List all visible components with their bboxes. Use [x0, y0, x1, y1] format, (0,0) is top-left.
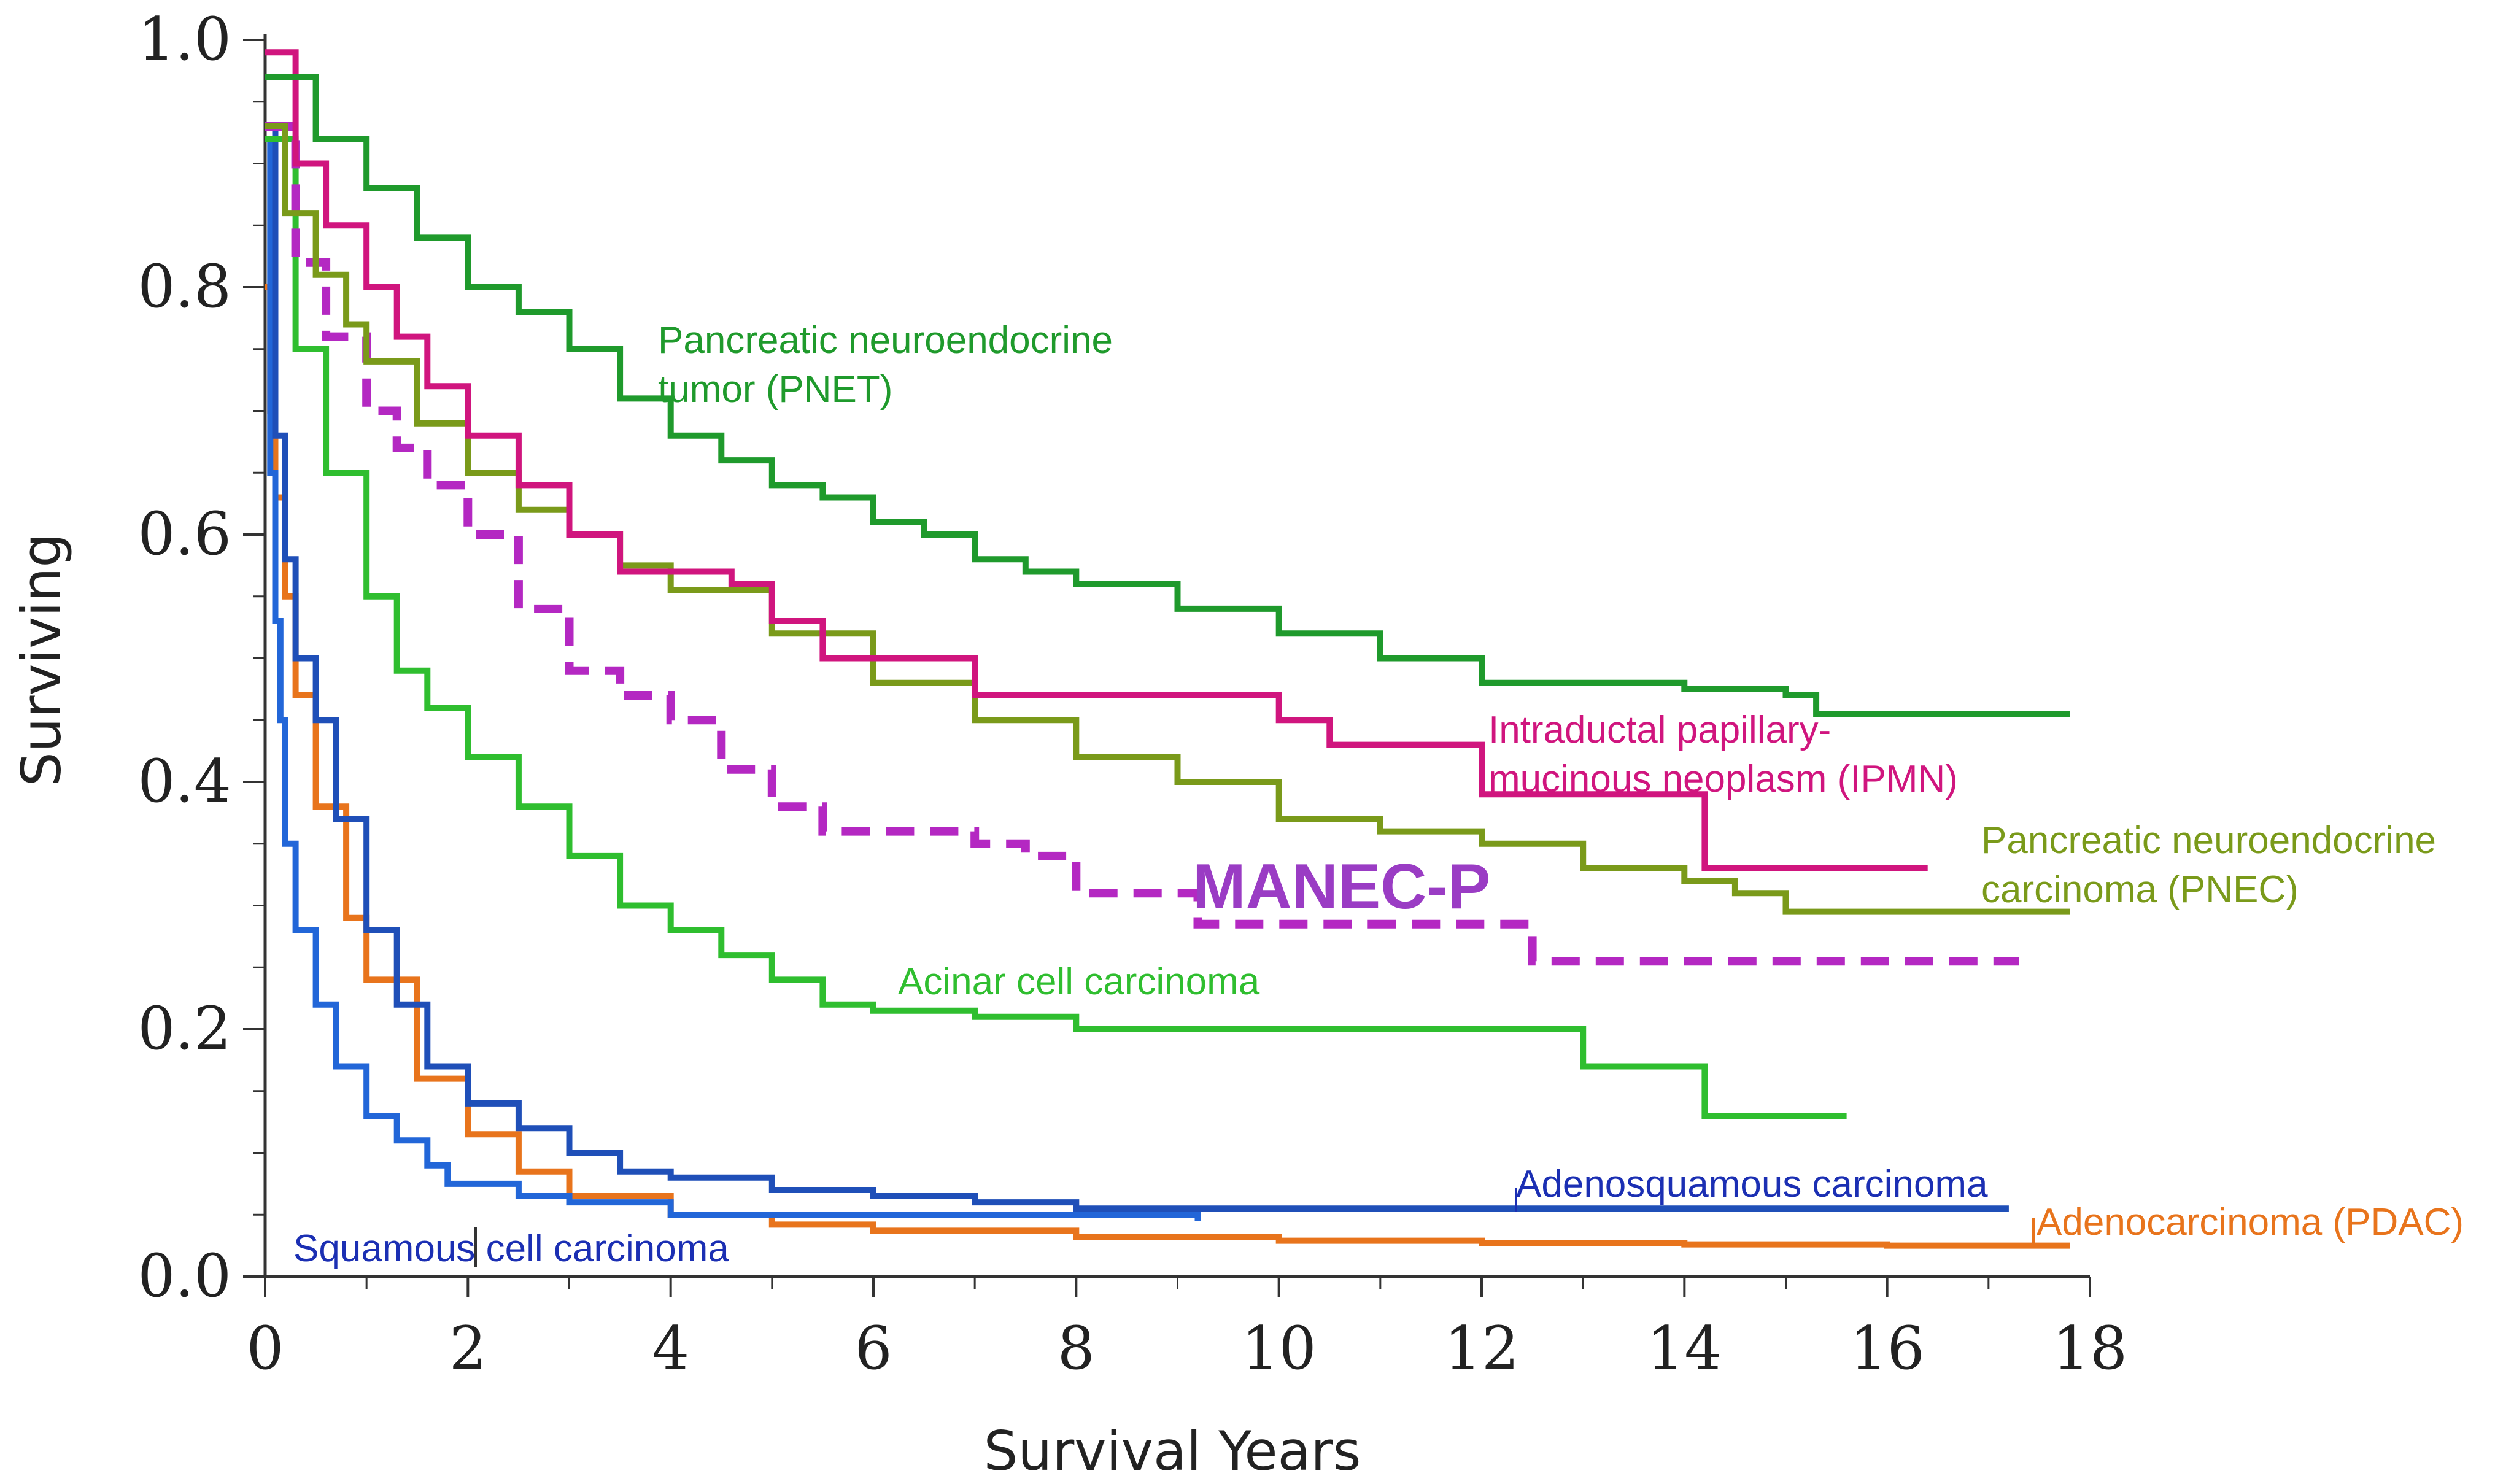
- series-label-line: carcinoma (PNEC): [1981, 868, 2299, 911]
- x-tick-label: 4: [652, 1314, 689, 1383]
- y-tick-label: 1.0: [137, 5, 231, 74]
- series-label-line: Pancreatic neuroendocrine: [658, 319, 1113, 361]
- series-label-adenosquamous: Adenosquamous carcinoma: [1516, 1163, 1988, 1205]
- series-line-adenosquamous: [265, 123, 2009, 1212]
- series-line-pdac: [265, 284, 2070, 1249]
- series-label-pnec: Pancreatic neuroendocrine carcinoma (PNEC…: [1981, 819, 2436, 911]
- x-tick-label: 14: [1647, 1314, 1722, 1383]
- x-tick-label: 8: [1058, 1314, 1095, 1383]
- series-label-line: Intraductal papillary-: [1488, 709, 1831, 751]
- x-tick-label: 6: [854, 1314, 892, 1383]
- series-label-line: mucinous neoplasm (IPMN): [1488, 758, 1958, 800]
- series-line-manec: [265, 122, 2019, 966]
- series-line-pnet: [265, 74, 2070, 717]
- y-tick-label: 0.4: [137, 747, 231, 816]
- y-axis-title: Surviving: [10, 533, 73, 787]
- y-tick-label: 0.8: [137, 252, 231, 321]
- y-tick-label: 0.6: [137, 500, 231, 568]
- y-tick-label: 0.0: [137, 1242, 231, 1310]
- series-label-ipmn: Intraductal papillary-mucinous neoplasm …: [1488, 709, 1958, 800]
- series-label-squamous: Squamous cell carcinoma: [293, 1227, 729, 1270]
- series-label-line: Adenosquamous carcinoma: [1516, 1163, 1988, 1205]
- series-label-manec: MANEC-P: [1193, 851, 1490, 922]
- series-label-pnet: Pancreatic neuroendocrine tumor (PNET): [658, 319, 1113, 411]
- series-label-acinar: Acinar cell carcinoma: [898, 960, 1260, 1003]
- series-label-pdac: Adenocarcinoma (PDAC): [2037, 1201, 2464, 1243]
- series-label-line: Pancreatic neuroendocrine: [1981, 819, 2436, 862]
- series-label-line: Acinar cell carcinoma: [898, 960, 1260, 1003]
- x-tick-label: 10: [1242, 1314, 1317, 1383]
- x-tick-label: 16: [1850, 1314, 1925, 1383]
- y-tick-label: 0.2: [137, 994, 231, 1063]
- series-line-squamous: [265, 136, 1201, 1221]
- series-label-line: Squamous cell carcinoma: [293, 1227, 729, 1270]
- x-axis-title: Survival Years: [984, 1420, 1361, 1483]
- series-line-acinar: [265, 136, 1847, 1119]
- x-tick-label: 0: [246, 1314, 284, 1383]
- x-tick-label: 18: [2052, 1314, 2127, 1383]
- series-label-line: tumor (PNET): [658, 368, 892, 411]
- series-label-line: MANEC-P: [1193, 851, 1490, 922]
- series-line-ipmn: [265, 49, 1928, 871]
- x-tick-label: 12: [1444, 1314, 1519, 1383]
- x-tick-label: 2: [449, 1314, 487, 1383]
- series-label-line: Adenocarcinoma (PDAC): [2037, 1201, 2464, 1243]
